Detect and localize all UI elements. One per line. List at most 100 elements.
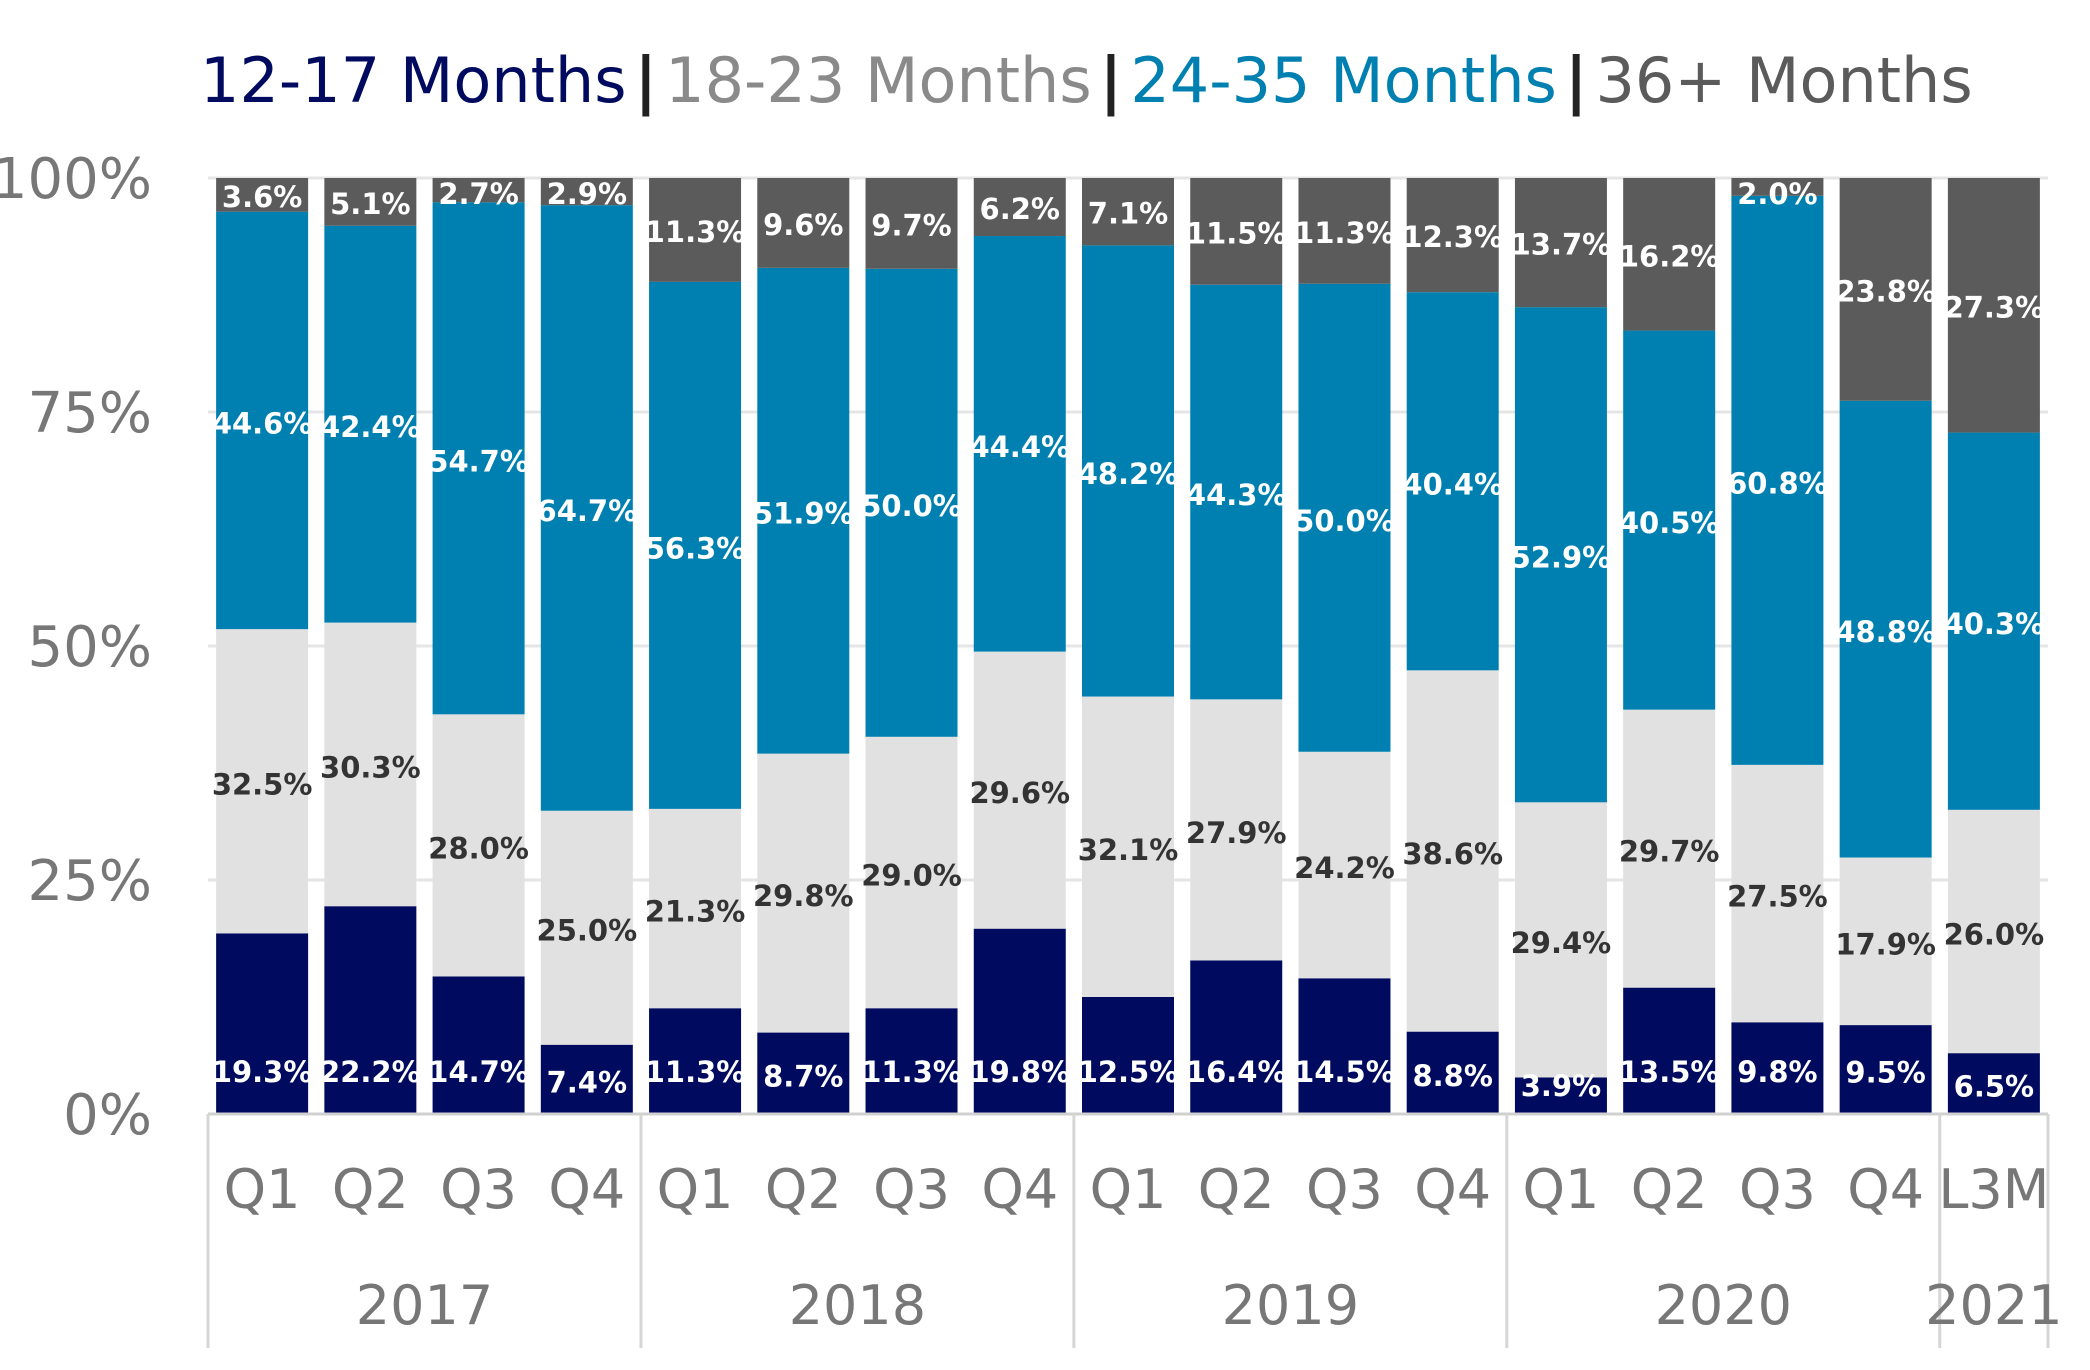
data-label: 12.5% xyxy=(1078,1055,1179,1089)
bar-segment-1 xyxy=(757,1032,850,1114)
bar-segment-1 xyxy=(973,928,1066,1114)
bar-segment-2 xyxy=(1731,764,1824,1023)
bar-segment-4 xyxy=(1514,178,1607,308)
data-label: 9.5% xyxy=(1845,1056,1925,1090)
bar-segment-3 xyxy=(1298,283,1391,752)
data-label: 5.1% xyxy=(330,187,410,221)
data-label: 2.7% xyxy=(438,177,518,211)
bar-segment-1 xyxy=(1298,978,1391,1114)
data-label: 48.8% xyxy=(1835,615,1936,649)
bar-segment-3 xyxy=(216,211,309,630)
data-label: 52.9% xyxy=(1511,541,1612,575)
data-label: 51.9% xyxy=(753,497,854,531)
legend-item-36-plus-months: 36+ Months xyxy=(1595,44,1973,117)
bar-segment-2 xyxy=(1406,670,1499,1032)
y-tick-label: 75% xyxy=(28,381,152,446)
bar-segment-4 xyxy=(216,178,309,212)
legend-separator: | xyxy=(634,44,658,117)
data-label: 24.2% xyxy=(1294,851,1395,885)
data-label: 56.3% xyxy=(645,531,746,565)
legend-separator: | xyxy=(1564,44,1588,117)
x-tick-label: L3M xyxy=(1938,1158,2049,1221)
data-label: 54.7% xyxy=(428,444,529,478)
bar-segment-1 xyxy=(1514,1077,1607,1114)
x-tick-label: Q3 xyxy=(873,1158,950,1221)
data-label: 23.8% xyxy=(1835,274,1936,308)
x-tick-label: Q4 xyxy=(1847,1158,1924,1221)
data-label: 16.4% xyxy=(1186,1055,1287,1089)
data-label: 26.0% xyxy=(1944,917,2045,951)
bar-segment-2 xyxy=(216,629,309,934)
bar-segment-1 xyxy=(1190,960,1283,1114)
data-label: 40.3% xyxy=(1944,607,2045,641)
bar-segment-4 xyxy=(865,178,958,269)
x-group-label: 2018 xyxy=(789,1274,926,1337)
x-tick-label: Q1 xyxy=(224,1158,301,1221)
bar-segment-3 xyxy=(1731,195,1824,765)
data-label: 11.5% xyxy=(1186,216,1287,250)
data-label: 9.6% xyxy=(763,208,843,242)
bar-segment-1 xyxy=(649,1008,742,1114)
data-label: 60.8% xyxy=(1727,466,1828,500)
legend-item-24-35-months: 24-35 Months xyxy=(1130,44,1557,117)
data-label: 50.0% xyxy=(1294,504,1395,538)
chart-legend: 12-17 Months | 18-23 Months | 24-35 Months | 3… xyxy=(200,44,1973,117)
data-label: 8.8% xyxy=(1412,1059,1492,1093)
x-tick-label: Q1 xyxy=(1090,1158,1167,1221)
bar-segment-2 xyxy=(324,622,417,907)
bar-segment-1 xyxy=(1839,1025,1932,1114)
data-label: 27.3% xyxy=(1944,290,2045,324)
bar-segment-4 xyxy=(1298,178,1391,284)
x-tick-label: Q1 xyxy=(1523,1158,1600,1221)
bar-segment-4 xyxy=(1731,178,1824,196)
y-tick-label: 25% xyxy=(28,849,152,914)
bar-segment-2 xyxy=(1514,802,1607,1078)
bar-segment-2 xyxy=(1082,696,1174,997)
data-label: 27.9% xyxy=(1186,816,1287,850)
data-label: 32.5% xyxy=(212,767,313,801)
bar-segment-3 xyxy=(1623,330,1716,710)
y-axis-ticks: 0% 25% 50% 75% 100% xyxy=(0,147,152,1148)
data-label: 25.0% xyxy=(537,914,638,948)
bar-segment-2 xyxy=(1298,751,1391,979)
data-label: 44.3% xyxy=(1186,478,1287,512)
bar-segment-1 xyxy=(432,976,525,1114)
data-label: 29.8% xyxy=(753,879,854,913)
bar-segment-2 xyxy=(540,810,633,1045)
bar-segment-4 xyxy=(324,178,417,226)
bar-segment-4 xyxy=(1947,178,2040,433)
data-label: 9.7% xyxy=(871,208,951,242)
data-label: 28.0% xyxy=(428,831,529,865)
x-tick-label: Q2 xyxy=(1198,1158,1275,1221)
data-label: 16.2% xyxy=(1619,239,1720,273)
data-label: 50.0% xyxy=(861,489,962,523)
y-tick-label: 0% xyxy=(63,1083,152,1148)
data-label: 40.5% xyxy=(1619,506,1720,540)
data-label: 27.5% xyxy=(1727,880,1828,914)
data-label: 13.5% xyxy=(1619,1055,1720,1089)
bar-segment-2 xyxy=(757,753,850,1033)
data-label: 29.4% xyxy=(1511,926,1612,960)
bar-segment-3 xyxy=(1839,400,1932,858)
legend-item-18-23-months: 18-23 Months xyxy=(665,44,1092,117)
bar-segment-2 xyxy=(1190,699,1283,961)
data-label: 14.5% xyxy=(1294,1055,1395,1089)
data-label: 29.6% xyxy=(969,776,1070,810)
data-label: 11.3% xyxy=(1294,216,1395,250)
data-label: 21.3% xyxy=(645,895,746,929)
bar-segment-3 xyxy=(1406,292,1499,671)
x-tick-label: Q4 xyxy=(548,1158,625,1221)
data-label: 48.2% xyxy=(1078,457,1179,491)
bar-segment-1 xyxy=(324,906,417,1114)
bar-segment-4 xyxy=(649,178,742,282)
data-label: 2.0% xyxy=(1737,177,1817,211)
bar-segment-4 xyxy=(1623,178,1716,331)
bar-segment-4 xyxy=(1082,178,1174,246)
bar-segment-4 xyxy=(973,178,1066,237)
bar-segment-2 xyxy=(1947,809,2040,1054)
bar-segment-3 xyxy=(432,202,525,715)
x-tick-label: Q2 xyxy=(765,1158,842,1221)
x-tick-label: Q3 xyxy=(1306,1158,1383,1221)
